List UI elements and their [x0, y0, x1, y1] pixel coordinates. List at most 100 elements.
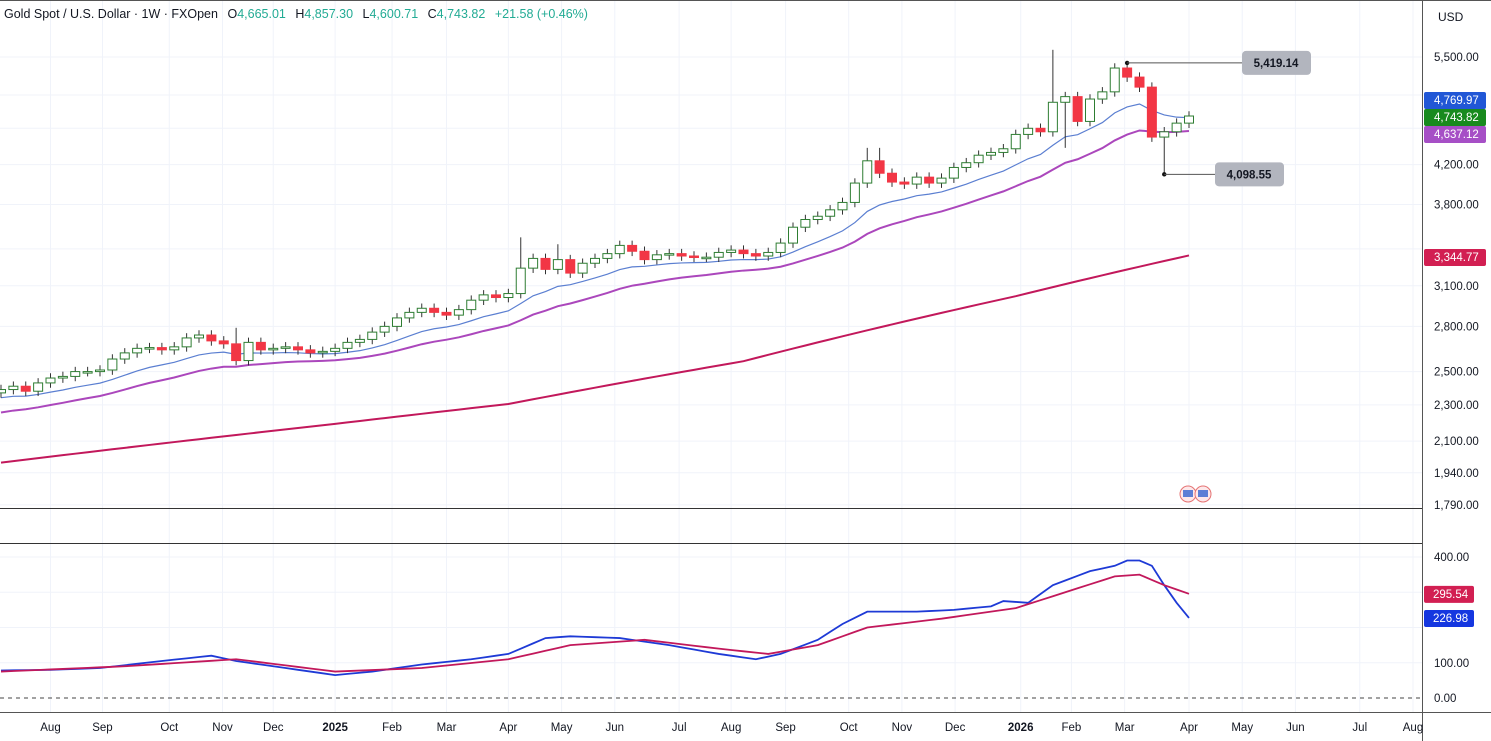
- candle-up[interactable]: [0, 389, 6, 394]
- candle-up[interactable]: [1023, 127, 1034, 135]
- candle-up[interactable]: [911, 176, 922, 185]
- candle-down[interactable]: [305, 349, 316, 354]
- candle-down[interactable]: [1146, 86, 1157, 138]
- candle-down[interactable]: [20, 385, 31, 392]
- candle-up[interactable]: [1171, 122, 1182, 133]
- candle-down[interactable]: [540, 257, 551, 270]
- candle-up[interactable]: [713, 251, 724, 258]
- candle-up[interactable]: [998, 148, 1009, 153]
- candle-up[interactable]: [763, 251, 774, 257]
- candle-down[interactable]: [924, 176, 935, 184]
- candle-up[interactable]: [849, 182, 860, 203]
- candle-up[interactable]: [1097, 91, 1108, 100]
- candle-down[interactable]: [750, 253, 761, 257]
- candle-up[interactable]: [57, 375, 68, 379]
- candle-up[interactable]: [1184, 115, 1194, 124]
- candle-down[interactable]: [231, 343, 242, 362]
- candle-down[interactable]: [1072, 96, 1083, 122]
- candle-down[interactable]: [441, 311, 452, 316]
- candle-down[interactable]: [491, 294, 501, 299]
- symbol-title[interactable]: Gold Spot / U.S. Dollar · 1W · FXOpen: [4, 7, 218, 21]
- candle-up[interactable]: [280, 346, 291, 349]
- candle-up[interactable]: [503, 293, 514, 299]
- candle-up[interactable]: [1047, 101, 1058, 133]
- candle-down[interactable]: [639, 250, 650, 261]
- candle-up[interactable]: [552, 259, 563, 270]
- candle-down[interactable]: [738, 249, 749, 255]
- candle-up[interactable]: [243, 341, 254, 362]
- candle-down[interactable]: [255, 341, 266, 351]
- candle-up[interactable]: [528, 257, 539, 269]
- candle-up[interactable]: [119, 352, 130, 360]
- candle-up[interactable]: [379, 325, 390, 333]
- candle-up[interactable]: [1010, 133, 1021, 150]
- candle-up[interactable]: [144, 347, 155, 350]
- candle-down[interactable]: [1122, 67, 1133, 78]
- candle-up[interactable]: [33, 382, 44, 392]
- candle-up[interactable]: [194, 334, 204, 339]
- candle-up[interactable]: [602, 253, 613, 259]
- candle-up[interactable]: [453, 309, 464, 316]
- candle-down[interactable]: [156, 347, 167, 351]
- currency-button[interactable]: USD: [1428, 5, 1484, 29]
- candle-up[interactable]: [664, 253, 675, 256]
- candle-up[interactable]: [701, 256, 712, 260]
- candle-up[interactable]: [392, 317, 402, 327]
- candle-up[interactable]: [268, 347, 279, 351]
- candle-up[interactable]: [986, 151, 996, 156]
- candle-up[interactable]: [651, 254, 662, 261]
- candle-up[interactable]: [1060, 96, 1071, 103]
- candle-up[interactable]: [169, 346, 180, 351]
- candle-up[interactable]: [1159, 131, 1170, 138]
- candle-up[interactable]: [70, 371, 81, 377]
- candle-up[interactable]: [812, 215, 823, 221]
- candle-up[interactable]: [367, 331, 378, 340]
- candle-up[interactable]: [404, 311, 415, 319]
- candle-up[interactable]: [107, 358, 118, 371]
- candle-up[interactable]: [181, 337, 192, 348]
- candle-up[interactable]: [577, 262, 588, 274]
- candle-down[interactable]: [1134, 76, 1145, 88]
- candle-up[interactable]: [416, 307, 427, 313]
- candle-up[interactable]: [800, 219, 811, 228]
- candle-down[interactable]: [874, 160, 885, 174]
- candle-up[interactable]: [132, 347, 143, 354]
- candle-up[interactable]: [1085, 98, 1095, 122]
- candle-up[interactable]: [330, 347, 341, 352]
- candle-up[interactable]: [726, 249, 737, 253]
- candle-up[interactable]: [837, 201, 848, 211]
- candle-up[interactable]: [317, 350, 328, 354]
- candle-down[interactable]: [293, 346, 303, 351]
- candle-up[interactable]: [466, 299, 477, 311]
- candle-down[interactable]: [565, 259, 576, 274]
- candle-up[interactable]: [82, 371, 93, 374]
- candle-down[interactable]: [899, 181, 910, 185]
- candle-up[interactable]: [788, 226, 798, 244]
- candle-up[interactable]: [8, 385, 19, 391]
- candle-up[interactable]: [515, 267, 526, 295]
- candle-up[interactable]: [95, 369, 105, 373]
- candle-down[interactable]: [429, 307, 440, 313]
- candle-down[interactable]: [206, 334, 217, 342]
- candle-up[interactable]: [936, 177, 947, 184]
- candle-up[interactable]: [478, 294, 489, 301]
- candle-up[interactable]: [354, 338, 365, 343]
- candle-up[interactable]: [342, 341, 353, 349]
- candle-down[interactable]: [689, 255, 699, 259]
- candle-up[interactable]: [948, 166, 959, 179]
- candle-up[interactable]: [973, 154, 984, 164]
- candle-down[interactable]: [1035, 127, 1046, 133]
- candle-up[interactable]: [961, 162, 972, 168]
- candle-up[interactable]: [1109, 67, 1120, 93]
- candle-up[interactable]: [775, 242, 786, 253]
- candle-down[interactable]: [627, 244, 638, 252]
- candle-up[interactable]: [825, 209, 836, 217]
- candle-up[interactable]: [614, 244, 625, 255]
- candle-up[interactable]: [862, 160, 873, 184]
- candle-up[interactable]: [45, 377, 56, 384]
- candle-down[interactable]: [887, 172, 897, 183]
- candle-down[interactable]: [218, 340, 229, 345]
- candle-down[interactable]: [676, 253, 687, 257]
- candle-up[interactable]: [590, 257, 600, 264]
